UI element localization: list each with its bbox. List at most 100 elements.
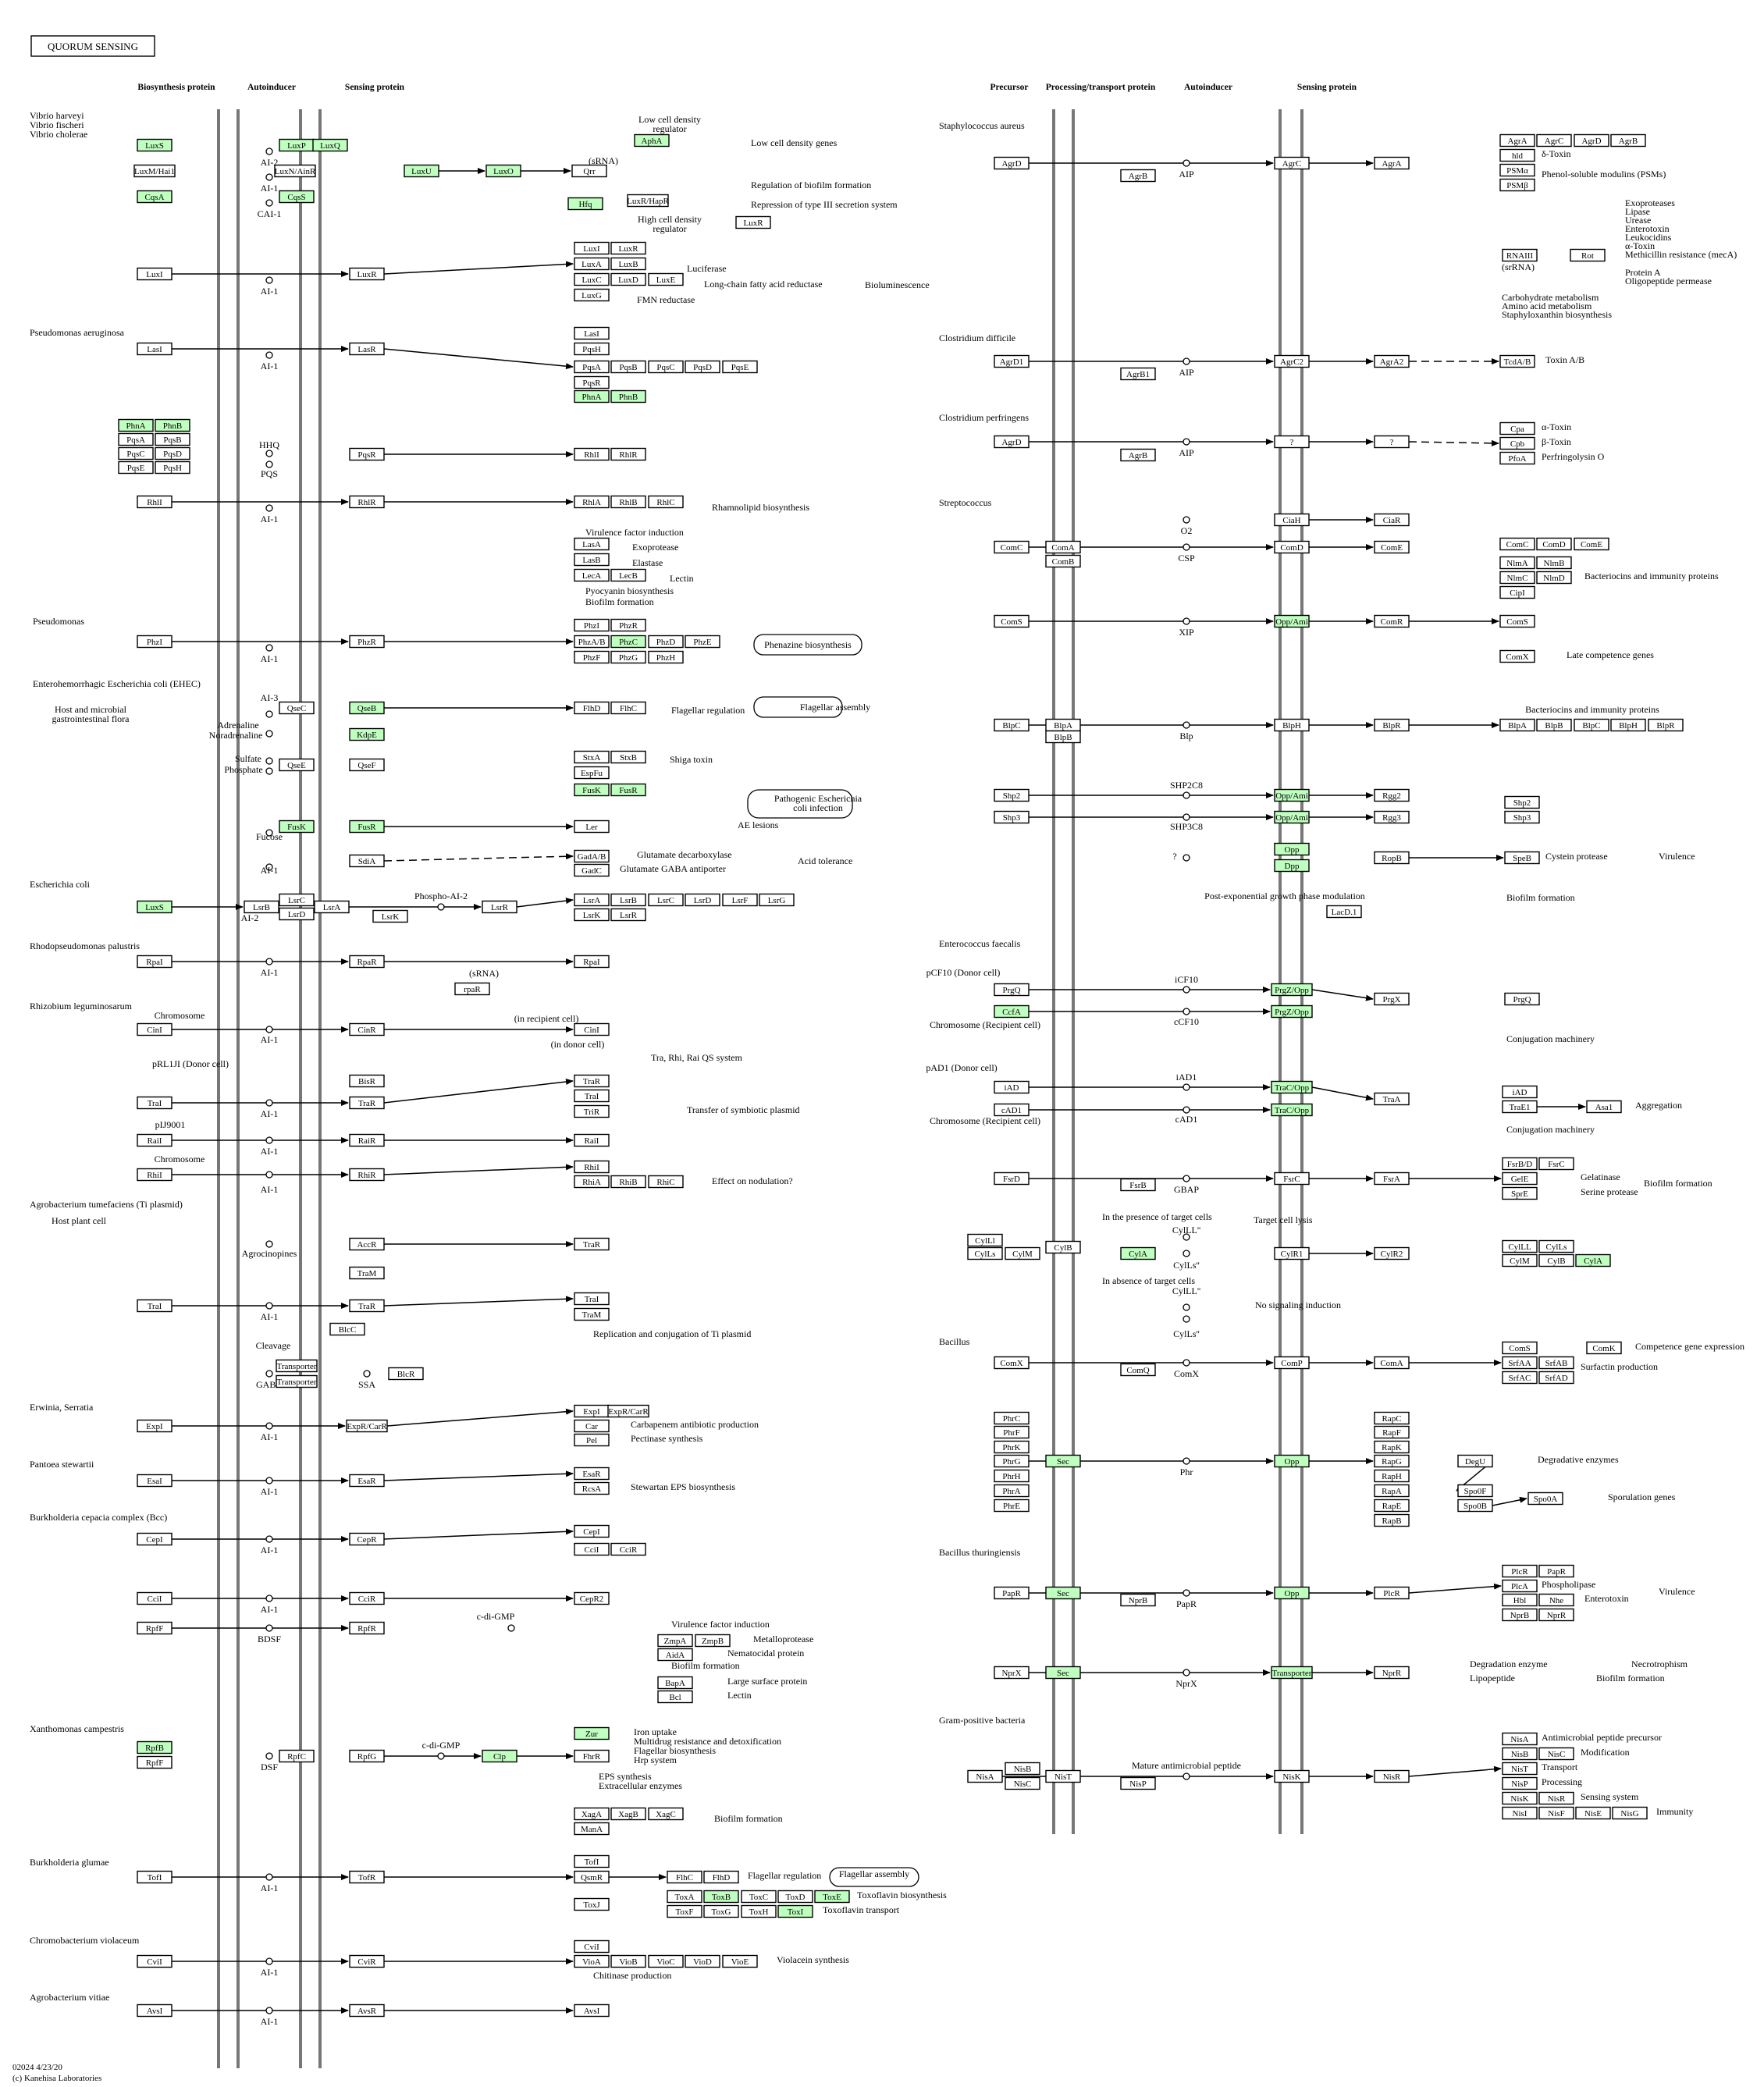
gene-node-iad[interactable]: iAD bbox=[1502, 1085, 1538, 1099]
gene-node-pqsa[interactable]: PqsA bbox=[574, 360, 610, 374]
gene-box[interactable] bbox=[137, 1474, 172, 1488]
gene-node-nisr[interactable]: NisR bbox=[1374, 1769, 1410, 1783]
gene-box[interactable] bbox=[137, 1621, 172, 1635]
gene-node-rhib[interactable]: RhiB bbox=[610, 1175, 646, 1189]
gene-node-opp[interactable]: Opp bbox=[1274, 1586, 1310, 1600]
gene-node-cylm[interactable]: CylM bbox=[1502, 1253, 1538, 1267]
gene-box[interactable] bbox=[610, 635, 646, 649]
gene-node-srfab[interactable]: SrfAB bbox=[1538, 1356, 1574, 1370]
gene-node-nhe[interactable]: Nhe bbox=[1538, 1593, 1574, 1607]
gene-node-pqsc[interactable]: PqsC bbox=[118, 446, 154, 460]
compound-circle[interactable] bbox=[265, 460, 273, 468]
gene-node-rape[interactable]: RapE bbox=[1374, 1499, 1410, 1513]
gene-box[interactable] bbox=[610, 1807, 646, 1821]
compound-circle[interactable] bbox=[1183, 543, 1190, 551]
gene-node-nprr[interactable]: NprR bbox=[1374, 1666, 1410, 1680]
gene-node-vioa[interactable]: VioA bbox=[574, 1954, 610, 1968]
gene-node-raii[interactable]: RaiI bbox=[137, 1133, 172, 1147]
gene-box[interactable] bbox=[574, 1591, 610, 1605]
gene-node-prgz-opp[interactable]: PrgZ/Opp bbox=[1271, 1004, 1313, 1019]
gene-box[interactable] bbox=[1374, 718, 1410, 732]
gene-node-transporter[interactable]: Transporter bbox=[276, 1374, 318, 1388]
gene-box[interactable] bbox=[610, 750, 646, 764]
gene-box[interactable] bbox=[574, 1104, 610, 1118]
compound-circle[interactable] bbox=[363, 1370, 371, 1378]
gene-box[interactable] bbox=[1499, 436, 1535, 450]
compound-c2[interactable]: AI-1 bbox=[261, 173, 279, 194]
gene-node-fsrb-d[interactable]: FsrB/D bbox=[1502, 1157, 1538, 1171]
gene-box[interactable] bbox=[994, 156, 1030, 170]
gene-box[interactable] bbox=[349, 727, 385, 741]
gene-node-nisr[interactable]: NisR bbox=[1538, 1791, 1574, 1805]
compound-c26[interactable]: SSA bbox=[358, 1370, 375, 1390]
gene-node-shp3[interactable]: Shp3 bbox=[1504, 810, 1540, 824]
gene-node-lsra[interactable]: LsrA bbox=[314, 900, 350, 914]
gene-node-trai[interactable]: TraI bbox=[574, 1292, 610, 1306]
gene-node-blpc[interactable]: BlpC bbox=[994, 718, 1030, 732]
gene-box[interactable] bbox=[1538, 1608, 1574, 1622]
gene-node-flhd[interactable]: FlhD bbox=[574, 701, 610, 715]
gene-node-srfac[interactable]: SrfAC bbox=[1502, 1371, 1538, 1385]
gene-box[interactable] bbox=[610, 241, 646, 255]
gene-node-nlmb[interactable]: NlmB bbox=[1536, 556, 1572, 570]
gene-box[interactable] bbox=[1502, 1608, 1538, 1622]
compound-circle[interactable] bbox=[1183, 1303, 1190, 1311]
gene-node-luxp[interactable]: LuxP bbox=[279, 138, 315, 152]
gene-box[interactable] bbox=[1120, 1246, 1156, 1260]
gene-node-rhir[interactable]: RhiR bbox=[349, 1168, 385, 1182]
gene-node-agrd[interactable]: AgrD bbox=[994, 435, 1030, 449]
compound-circle[interactable] bbox=[1183, 1669, 1190, 1676]
gene-box[interactable] bbox=[741, 1904, 777, 1918]
gene-node-cqsa[interactable]: CqsA bbox=[137, 190, 172, 204]
gene-node-rapc[interactable]: RapC bbox=[1374, 1411, 1410, 1425]
gene-node-nisk[interactable]: NisK bbox=[1502, 1791, 1538, 1805]
gene-box[interactable] bbox=[276, 1374, 318, 1388]
gene-node-phza-b[interactable]: PhzA/B bbox=[574, 635, 610, 649]
gene-node-raph[interactable]: RapH bbox=[1374, 1469, 1410, 1483]
compound-circle[interactable] bbox=[265, 863, 273, 871]
gene-node-pqse[interactable]: PqsE bbox=[118, 460, 154, 475]
gene-box[interactable] bbox=[610, 495, 646, 509]
gene-box[interactable] bbox=[994, 1484, 1030, 1498]
gene-node-phzr[interactable]: PhzR bbox=[610, 618, 646, 632]
gene-node-rhli[interactable]: RhlI bbox=[137, 495, 172, 509]
gene-node-luxm-hai1[interactable]: LuxM/Hai1 bbox=[133, 164, 176, 178]
gene-box[interactable] bbox=[1499, 421, 1535, 436]
gene-box[interactable] bbox=[1502, 1762, 1538, 1776]
gene-box[interactable] bbox=[388, 1367, 424, 1381]
gene-node-clp[interactable]: Clp bbox=[482, 1749, 517, 1763]
gene-node-raii[interactable]: RaiI bbox=[574, 1133, 610, 1147]
gene-box[interactable] bbox=[574, 375, 610, 389]
gene-box[interactable] bbox=[610, 1542, 646, 1556]
compound-circle[interactable] bbox=[265, 644, 273, 652]
gene-box[interactable] bbox=[1274, 1356, 1310, 1370]
gene-node-cepr2[interactable]: CepR2 bbox=[574, 1591, 610, 1605]
compound-circle[interactable] bbox=[1183, 1083, 1190, 1091]
gene-node-srfaa[interactable]: SrfAA bbox=[1502, 1356, 1538, 1370]
gene-node-nisb[interactable]: NisB bbox=[1502, 1747, 1538, 1761]
gene-box[interactable] bbox=[994, 1469, 1030, 1483]
gene-node-nisg[interactable]: NisG bbox=[1612, 1806, 1648, 1820]
compound-c17[interactable]: Phospho-AI-2 bbox=[414, 891, 468, 911]
gene-box[interactable] bbox=[1538, 1239, 1574, 1253]
gene-box[interactable] bbox=[1502, 1239, 1538, 1253]
gene-box[interactable] bbox=[722, 893, 758, 907]
compound-c57[interactable]: ComX bbox=[1174, 1359, 1199, 1379]
gene-node-nist[interactable]: NisT bbox=[1502, 1762, 1538, 1776]
compound-c5[interactable]: AI-1 bbox=[261, 351, 279, 372]
gene-node-pqsb[interactable]: PqsB bbox=[155, 432, 190, 446]
gene-node-plcr[interactable]: PlcR bbox=[1502, 1564, 1538, 1578]
gene-box[interactable] bbox=[1502, 1171, 1538, 1186]
compound-circle[interactable] bbox=[1183, 1359, 1190, 1367]
gene-box[interactable] bbox=[610, 447, 646, 461]
gene-box[interactable] bbox=[137, 342, 172, 356]
gene-node-fsrc[interactable]: FsrC bbox=[1274, 1171, 1310, 1186]
gene-box[interactable] bbox=[574, 1954, 610, 1968]
gene-node-blcr[interactable]: BlcR bbox=[388, 1367, 424, 1381]
gene-node-hfq[interactable]: Hfq bbox=[567, 197, 603, 211]
compound-c24[interactable]: AI-1 bbox=[261, 1302, 279, 1322]
gene-node-lsra[interactable]: LsrA bbox=[574, 893, 610, 907]
compound-circle[interactable] bbox=[265, 1026, 273, 1033]
gene-node-ccir[interactable]: CciR bbox=[349, 1591, 385, 1605]
gene-box[interactable] bbox=[137, 1419, 172, 1433]
